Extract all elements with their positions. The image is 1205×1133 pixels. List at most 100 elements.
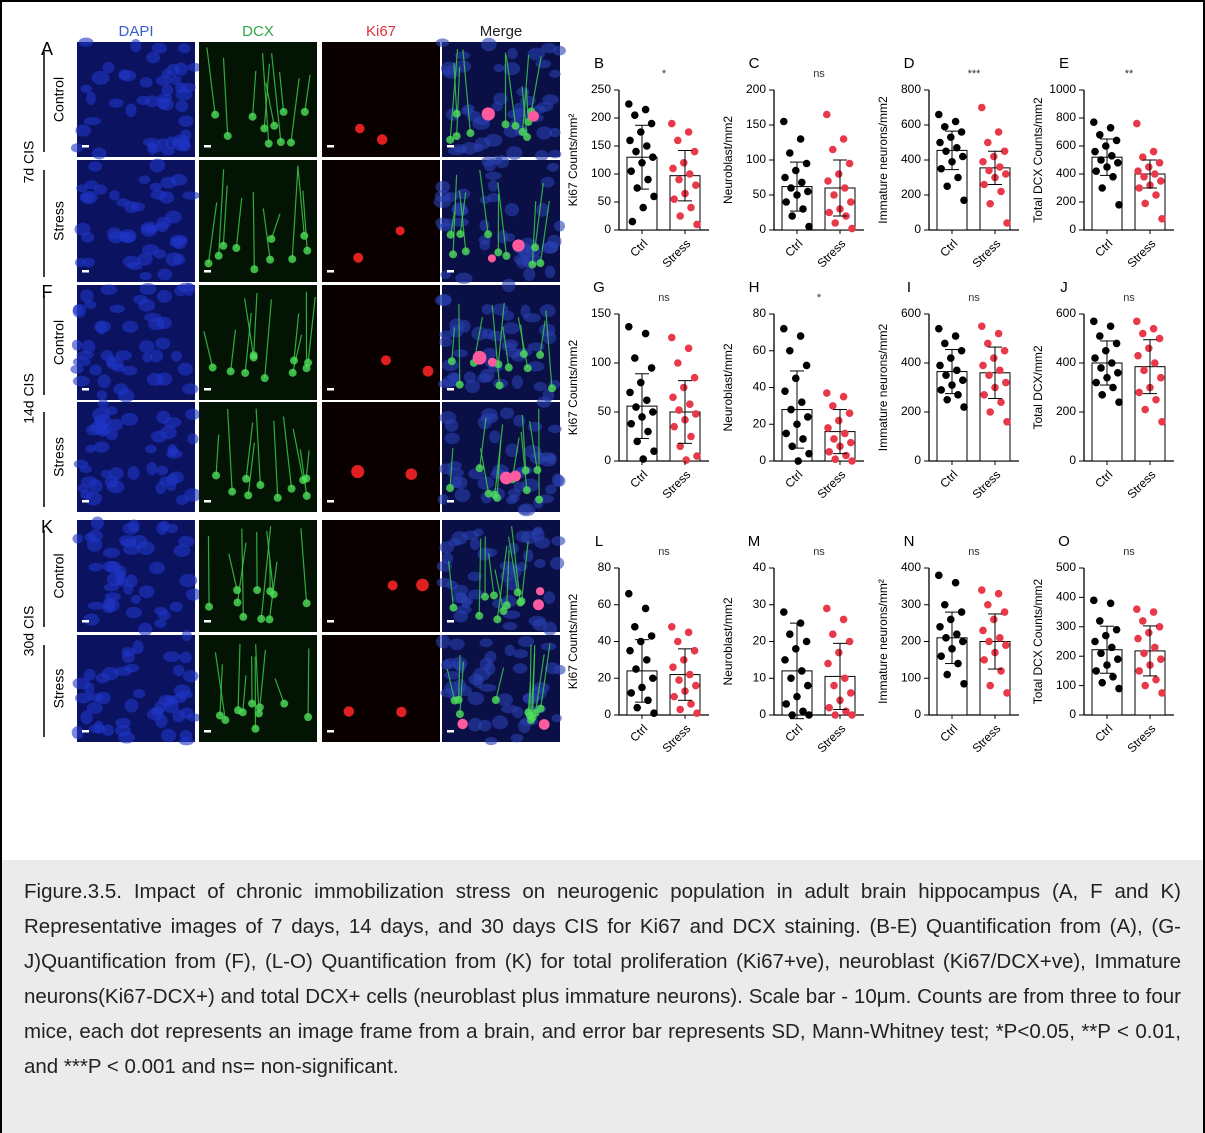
data-point xyxy=(831,711,839,719)
data-point xyxy=(825,208,833,217)
nucleus xyxy=(449,476,463,489)
soma xyxy=(211,110,220,119)
dendrite xyxy=(520,541,529,602)
y-tick-label: 0 xyxy=(604,707,611,721)
column-header: Merge xyxy=(480,23,523,40)
data-point xyxy=(802,637,811,646)
column-header: DAPI xyxy=(118,23,153,40)
data-point xyxy=(1140,366,1148,375)
dendrite xyxy=(495,667,505,701)
soma xyxy=(446,230,455,239)
micrograph xyxy=(434,278,561,402)
nucleus xyxy=(109,304,125,314)
dendrite xyxy=(299,449,308,496)
nucleus xyxy=(88,161,103,172)
data-point xyxy=(792,166,800,175)
nucleus xyxy=(476,373,491,384)
data-point xyxy=(676,212,684,220)
ki67-cell xyxy=(538,719,550,730)
nucleus xyxy=(118,69,132,80)
nucleus xyxy=(511,375,523,390)
data-point xyxy=(684,344,693,353)
soma xyxy=(226,367,235,376)
data-point xyxy=(943,395,951,404)
scale-bar xyxy=(82,145,89,148)
data-point xyxy=(686,400,694,408)
soma xyxy=(449,250,458,259)
data-point xyxy=(1134,351,1142,360)
dendrite xyxy=(307,296,316,363)
y-tick-label: 40 xyxy=(753,380,767,394)
data-point xyxy=(1158,689,1166,697)
micrograph xyxy=(70,37,203,160)
dendrite xyxy=(529,644,532,716)
nucleus xyxy=(454,488,471,502)
nucleus xyxy=(122,255,141,268)
data-point xyxy=(627,689,635,697)
nucleus xyxy=(506,109,524,120)
data-point xyxy=(994,128,1003,136)
ki67-cell xyxy=(422,365,434,377)
scale-bar xyxy=(447,730,454,733)
data-point xyxy=(941,122,949,131)
nucleus xyxy=(539,304,556,318)
soma xyxy=(484,230,493,239)
scale-bar xyxy=(327,620,334,623)
soma xyxy=(536,350,545,359)
scale-bar xyxy=(447,620,454,623)
ki67-cell xyxy=(481,107,495,121)
dendrite xyxy=(530,56,542,112)
data-point xyxy=(792,645,800,653)
nucleus xyxy=(553,475,566,487)
data-point xyxy=(647,119,656,128)
dendrite xyxy=(222,57,229,136)
soma xyxy=(535,495,544,504)
nucleus xyxy=(156,465,169,476)
y-tick-label: 0 xyxy=(1069,222,1076,236)
scale-bar xyxy=(447,145,454,148)
data-point xyxy=(1157,177,1165,185)
dendrite xyxy=(539,200,550,264)
data-point xyxy=(996,163,1004,171)
dendrite xyxy=(462,49,472,134)
nucleus xyxy=(79,465,92,474)
dendrite xyxy=(304,74,311,112)
x-tick-label: Stress xyxy=(659,467,693,501)
data-point xyxy=(670,692,678,701)
nucleus xyxy=(161,728,177,743)
data-point xyxy=(1115,201,1123,209)
dendrite xyxy=(451,327,456,362)
x-tick-label: Ctrl xyxy=(937,721,960,744)
data-point xyxy=(805,222,813,231)
soma xyxy=(455,380,464,389)
data-point xyxy=(953,366,961,375)
y-axis-label: Ki67 Counts/mm2 xyxy=(566,593,580,689)
nucleus xyxy=(156,410,171,424)
dendrite xyxy=(237,643,241,711)
group-label: 30d CIS xyxy=(21,606,37,657)
dendrite xyxy=(291,165,299,260)
group-label: 7d CIS xyxy=(21,141,37,184)
nucleus xyxy=(175,82,188,94)
data-point xyxy=(782,700,790,708)
data-point xyxy=(632,665,640,673)
y-tick-label: 0 xyxy=(914,222,921,236)
dendrite xyxy=(459,661,465,715)
soma xyxy=(251,724,260,733)
data-point xyxy=(831,219,839,227)
soma xyxy=(504,363,513,372)
dendrite xyxy=(270,53,282,143)
data-point xyxy=(1003,219,1011,227)
nucleus xyxy=(468,717,482,732)
dendrite xyxy=(207,202,218,264)
data-point xyxy=(959,376,967,384)
nucleus xyxy=(523,445,542,458)
soma xyxy=(493,615,502,624)
soma xyxy=(446,484,455,493)
panel-letter: D xyxy=(904,55,915,72)
nucleus xyxy=(439,336,453,348)
dendrite xyxy=(479,169,489,235)
nucleus xyxy=(441,552,454,565)
nucleus xyxy=(82,257,95,268)
dendrite xyxy=(260,526,272,619)
